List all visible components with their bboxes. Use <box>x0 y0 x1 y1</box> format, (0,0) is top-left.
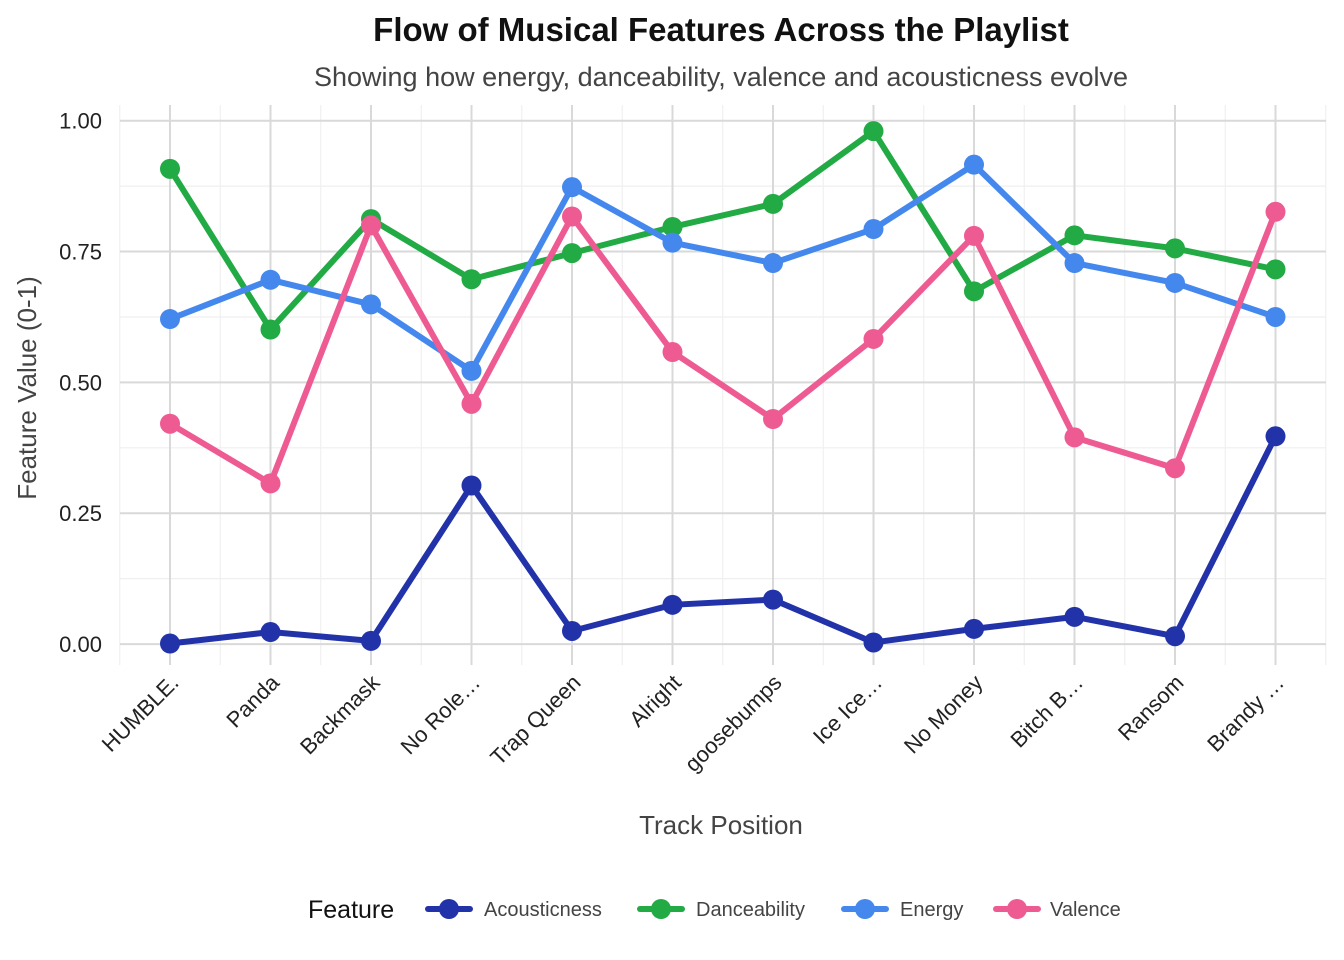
y-tick-label: 1.00 <box>59 109 102 134</box>
legend-title: Feature <box>308 896 394 924</box>
series-line-danceability <box>167 128 1279 333</box>
x-tick-label: HUMBLE. <box>97 670 184 757</box>
data-point-acousticness <box>964 618 984 639</box>
data-point-valence <box>361 215 381 236</box>
x-tick-label: No Money <box>899 670 988 759</box>
x-tick-label: Ransom <box>1113 670 1189 746</box>
data-point-acousticness <box>1064 606 1085 627</box>
x-axis-title: Track Position <box>639 810 803 840</box>
data-point-danceability <box>964 281 984 302</box>
legend: Feature Acousticness Danceability Energy Va… <box>308 896 1121 924</box>
x-tick-label: Panda <box>221 669 284 732</box>
data-point-danceability <box>260 319 281 340</box>
data-point-acousticness <box>863 632 884 653</box>
data-point-danceability <box>461 269 482 290</box>
data-point-valence <box>1165 458 1185 479</box>
x-tick-label: Trap Queen <box>485 670 585 770</box>
data-point-energy <box>160 309 180 330</box>
legend-key-point-energy <box>855 899 875 919</box>
data-point-energy <box>361 294 381 315</box>
data-point-danceability <box>662 216 683 237</box>
legend-label-energy: Energy <box>900 899 963 921</box>
series-line-valence <box>167 208 1279 487</box>
data-point-danceability <box>1165 238 1185 259</box>
data-point-danceability <box>863 121 884 142</box>
data-point-energy <box>1064 253 1085 274</box>
data-point-acousticness <box>562 620 582 641</box>
x-tick-label: goosebumps <box>680 670 787 777</box>
data-point-valence <box>964 225 984 246</box>
legend-label-acousticness: Acousticness <box>484 899 602 921</box>
data-point-acousticness <box>1265 426 1286 447</box>
data-point-energy <box>863 219 884 240</box>
data-point-valence <box>160 413 180 434</box>
data-point-acousticness <box>461 475 482 496</box>
data-point-energy <box>260 269 281 290</box>
data-point-acousticness <box>260 622 281 643</box>
data-point-energy <box>662 232 683 253</box>
data-point-energy <box>964 154 984 175</box>
data-point-danceability <box>562 243 582 264</box>
x-axis-ticks: HUMBLE. Panda Backmask No Role… Trap Queen Al… <box>97 669 1289 776</box>
x-tick-label: Alright <box>624 670 686 732</box>
data-point-acousticness <box>160 633 180 654</box>
data-point-danceability <box>1265 259 1286 280</box>
series-line-acousticness <box>167 433 1279 647</box>
x-tick-label: Brandy … <box>1202 670 1289 757</box>
data-point-valence <box>260 473 281 494</box>
data-point-valence <box>763 409 783 430</box>
grid-lines <box>119 105 1327 665</box>
data-point-acousticness <box>662 594 683 615</box>
data-point-energy <box>562 177 582 198</box>
x-tick-label: Ice Ice… <box>808 670 887 749</box>
data-point-acousticness <box>361 630 381 651</box>
data-point-valence <box>1064 427 1085 448</box>
data-point-danceability <box>1064 225 1085 246</box>
legend-key-point-acousticness <box>439 899 459 919</box>
chart-title: Flow of Musical Features Across the Play… <box>373 11 1069 48</box>
y-axis-title: Feature Value (0-1) <box>12 276 42 500</box>
y-axis-ticks: 0.00 0.25 0.50 0.75 1.00 <box>59 109 102 657</box>
data-point-danceability <box>763 193 783 214</box>
x-tick-label: No Role… <box>396 670 485 759</box>
data-point-valence <box>662 342 683 363</box>
data-point-valence <box>562 206 582 227</box>
data-point-energy <box>461 360 482 381</box>
legend-key-point-valence <box>1007 899 1027 919</box>
x-tick-label: Backmask <box>295 669 385 759</box>
data-point-acousticness <box>763 589 783 610</box>
data-point-valence <box>863 328 884 349</box>
y-tick-label: 0.75 <box>59 240 102 265</box>
y-tick-label: 0.50 <box>59 370 102 395</box>
x-tick-label: Bitch B… <box>1006 670 1089 753</box>
legend-key-point-danceability <box>651 899 671 919</box>
data-point-valence <box>1265 201 1286 222</box>
data-point-valence <box>461 393 482 414</box>
data-point-energy <box>763 253 783 274</box>
y-tick-label: 0.25 <box>59 501 102 526</box>
data-point-energy <box>1165 272 1185 293</box>
data-point-danceability <box>160 158 180 179</box>
series-layer <box>160 121 1286 654</box>
legend-label-danceability: Danceability <box>696 899 805 921</box>
series-line-energy <box>167 161 1279 374</box>
chart-subtitle: Showing how energy, danceability, valenc… <box>314 62 1128 92</box>
y-tick-label: 0.00 <box>59 632 102 657</box>
data-point-acousticness <box>1165 626 1185 647</box>
data-point-energy <box>1265 306 1286 327</box>
legend-label-valence: Valence <box>1050 899 1121 921</box>
